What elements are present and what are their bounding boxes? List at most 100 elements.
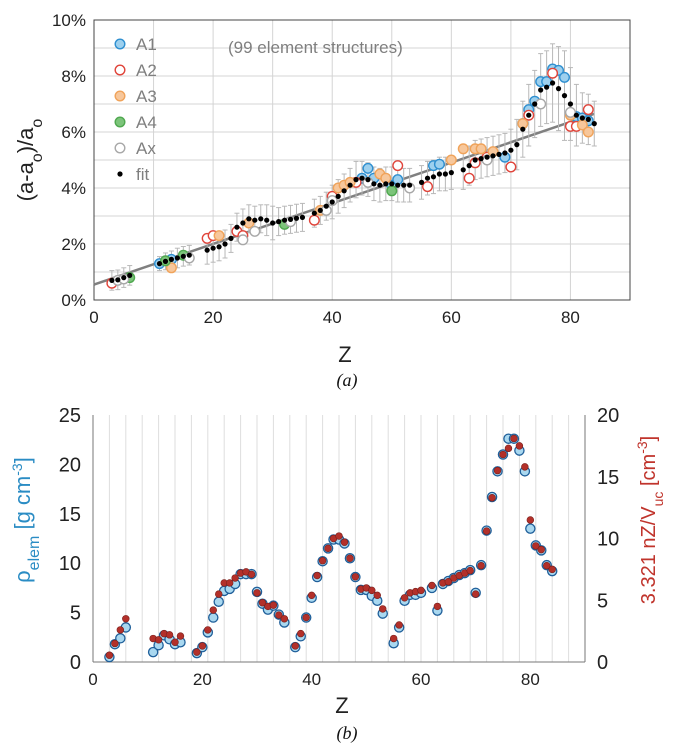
data-point xyxy=(335,532,343,540)
x-tick-label: 60 xyxy=(442,308,461,327)
chart-a: 0 20 40 60 80 0% 2% 4% 6% 8% 10% A1 A2 A3 A4 Ax fit (9… xyxy=(13,11,631,391)
data-point xyxy=(445,154,457,166)
data-point xyxy=(591,121,597,127)
data-point xyxy=(521,463,529,471)
data-point xyxy=(567,101,574,107)
data-point xyxy=(466,566,474,575)
data-point xyxy=(433,602,442,611)
legend-label: A1 xyxy=(136,35,157,54)
data-point xyxy=(389,181,395,187)
left-tick-label: 15 xyxy=(59,504,81,526)
data-point xyxy=(198,642,207,650)
right-tick-label: 5 xyxy=(597,590,608,612)
x-tick-label: 0 xyxy=(88,670,97,689)
data-point xyxy=(240,220,246,226)
data-point xyxy=(147,646,159,658)
data-point xyxy=(237,234,249,246)
data-point xyxy=(276,219,282,225)
data-point xyxy=(269,601,278,609)
legend-item-a4: A4 xyxy=(114,113,157,132)
y-tick-label: 10% xyxy=(52,11,86,30)
data-point xyxy=(392,160,404,172)
data-point xyxy=(466,163,472,169)
data-point xyxy=(407,182,413,188)
data-point xyxy=(127,272,133,278)
x-tick-label: 60 xyxy=(412,670,431,689)
data-point xyxy=(582,104,594,116)
data-point xyxy=(520,126,526,132)
right-tick-label: 10 xyxy=(597,529,619,551)
data-point xyxy=(579,115,585,121)
data-point xyxy=(318,557,327,565)
data-point xyxy=(537,545,545,554)
data-point xyxy=(508,147,514,153)
data-point xyxy=(176,632,185,640)
chart-b-left-axis-label: ρelem [g cm-3] xyxy=(9,457,43,583)
legend-label: Ax xyxy=(136,139,156,158)
data-point xyxy=(373,591,381,600)
data-point xyxy=(444,578,453,586)
data-point xyxy=(371,181,377,187)
x-tick-label: 20 xyxy=(204,308,223,327)
chart-a-y-tick-labels: 0% 2% 4% 6% 8% 10% xyxy=(52,11,86,310)
data-point xyxy=(379,605,387,613)
legend-marker xyxy=(114,90,126,102)
data-point xyxy=(514,142,520,148)
data-point xyxy=(174,255,180,261)
data-point xyxy=(329,199,335,205)
chart-a-legend: A1 A2 A3 A4 Ax fit xyxy=(114,35,157,184)
y-tick-label: 2% xyxy=(61,235,86,254)
right-tick-label: 15 xyxy=(597,467,619,489)
data-point xyxy=(558,71,570,83)
data-point xyxy=(204,626,212,634)
data-point xyxy=(270,220,276,226)
data-point xyxy=(484,154,490,160)
data-point xyxy=(395,621,403,629)
x-tick-label: 80 xyxy=(561,308,580,327)
data-point xyxy=(422,181,434,193)
data-point xyxy=(208,612,219,623)
data-point xyxy=(115,633,126,644)
data-point xyxy=(213,230,225,242)
chart-b-x-tick-labels: 0 20 40 60 80 xyxy=(88,670,540,689)
data-point xyxy=(532,542,540,550)
chart-b-points xyxy=(104,433,558,663)
data-point xyxy=(162,258,169,264)
data-point xyxy=(299,214,306,220)
data-point xyxy=(347,182,353,188)
data-point xyxy=(433,158,445,170)
left-tick-label: 0 xyxy=(70,652,81,674)
data-point xyxy=(548,565,556,574)
right-tick-label: 20 xyxy=(597,405,619,427)
data-point xyxy=(573,112,580,118)
data-point xyxy=(436,171,443,177)
data-point xyxy=(418,179,425,185)
data-point xyxy=(180,253,186,259)
chart-a-plot-frame xyxy=(93,19,631,301)
y-tick-label: 0% xyxy=(61,291,86,310)
data-point xyxy=(460,167,466,173)
data-point xyxy=(543,561,551,570)
data-point xyxy=(547,67,559,79)
data-point xyxy=(430,174,437,180)
data-point xyxy=(209,606,217,614)
legend-item-a1: A1 xyxy=(114,35,157,54)
data-point xyxy=(275,611,283,619)
series-nz-over-vuc xyxy=(105,434,556,659)
chart-a-x-axis-label: Z xyxy=(338,342,351,367)
data-point xyxy=(234,224,240,230)
data-point xyxy=(526,112,532,118)
data-point xyxy=(365,177,371,183)
data-point xyxy=(475,143,487,155)
data-point xyxy=(499,450,507,459)
data-point xyxy=(457,143,469,155)
y-tick-label: 8% xyxy=(61,67,86,86)
data-point xyxy=(515,442,524,450)
series-a3 xyxy=(165,109,594,274)
chart-a-points xyxy=(106,63,597,289)
data-point xyxy=(490,153,496,159)
data-point xyxy=(585,116,591,122)
data-point xyxy=(493,466,502,475)
data-point xyxy=(210,245,216,251)
